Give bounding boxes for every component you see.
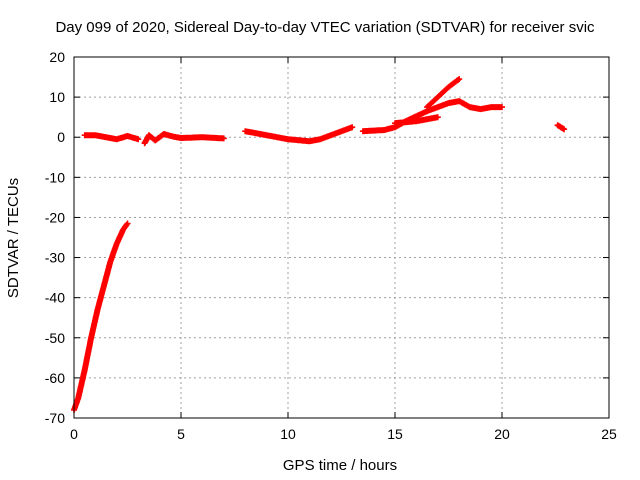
data-series-segment xyxy=(141,131,227,147)
data-series-segment xyxy=(554,122,568,133)
x-tick-label: 10 xyxy=(280,426,296,442)
data-series-segment xyxy=(71,220,131,413)
x-tick-label: 15 xyxy=(387,426,403,442)
x-tick-label: 5 xyxy=(177,426,185,442)
y-tick-label: -20 xyxy=(45,209,65,225)
data-series-segment xyxy=(81,132,142,143)
y-tick-label: -40 xyxy=(45,290,65,306)
x-axis-label: GPS time / hours xyxy=(283,457,397,474)
data-series-segment xyxy=(424,76,463,111)
x-tick-label: 0 xyxy=(70,426,78,442)
data-series-segment xyxy=(392,114,441,127)
y-tick-label: -10 xyxy=(45,169,65,185)
chart-grid xyxy=(74,57,609,418)
y-tick-label: -60 xyxy=(45,370,65,386)
x-tick-label: 25 xyxy=(601,426,617,442)
y-tick-label: -70 xyxy=(45,410,65,426)
y-tick-label: 0 xyxy=(57,129,65,145)
chart-ticks: 0 5 10 15 20 25 -70 -60 -50 -40 -30 -20 -10 0 10 20 xyxy=(45,49,617,442)
y-tick-label: 10 xyxy=(49,89,65,105)
y-tick-label: -30 xyxy=(45,250,65,266)
chart-title: Day 099 of 2020, Sidereal Day-to-day VTE… xyxy=(55,19,595,36)
y-tick-label: 20 xyxy=(49,49,65,65)
data-series-segment xyxy=(242,124,356,145)
chart-data-layer xyxy=(71,76,568,413)
y-tick-label: -50 xyxy=(45,330,65,346)
x-tick-label: 20 xyxy=(494,426,510,442)
y-axis-label: SDTVAR / TECUs xyxy=(5,178,22,298)
plot-frame xyxy=(73,56,610,419)
